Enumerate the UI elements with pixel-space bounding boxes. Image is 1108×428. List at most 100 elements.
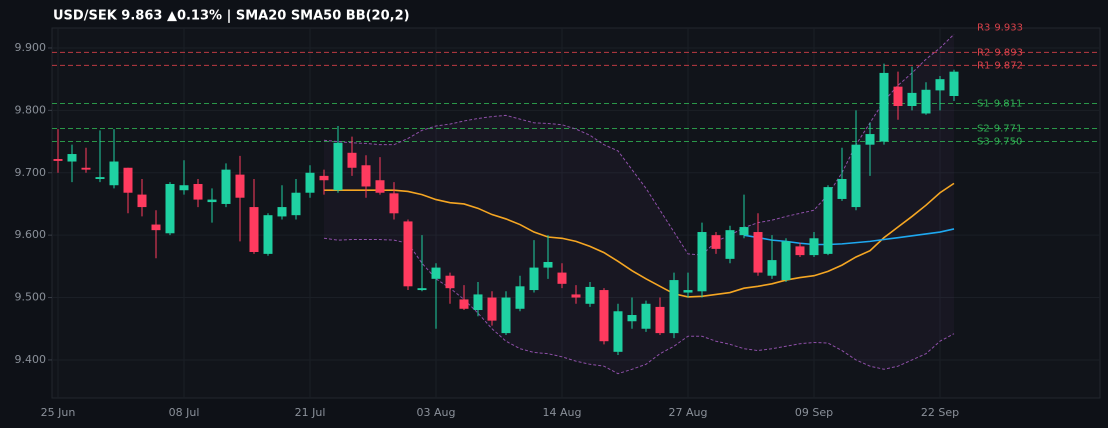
band-fill <box>324 34 954 374</box>
candle-body <box>403 221 413 287</box>
candle-body <box>277 207 287 217</box>
y-tick-label: 9.900 <box>15 41 47 54</box>
candle-body <box>389 193 399 214</box>
candle-body <box>235 174 245 198</box>
candle-body <box>459 299 469 309</box>
overlay-line <box>324 182 955 298</box>
level-value: 9.872 <box>994 60 1023 71</box>
x-tick-label: 25 Jun <box>41 406 76 419</box>
candle-body <box>599 290 609 342</box>
candle-body <box>711 235 721 249</box>
level-value: 9.933 <box>994 22 1023 33</box>
x-tick-label: 08 Jul <box>169 406 200 419</box>
candle-body <box>921 89 931 114</box>
candle-body <box>627 315 637 322</box>
candle-body <box>739 227 749 236</box>
candle-body <box>95 177 105 179</box>
candle-body <box>291 192 301 216</box>
candle-body <box>935 79 945 91</box>
candle-body <box>725 230 735 259</box>
candle-body <box>305 172 315 193</box>
candle-body <box>53 159 63 161</box>
candle-body <box>319 175 329 181</box>
level-value: 9.750 <box>994 137 1023 148</box>
candle-body <box>893 86 903 106</box>
candle-body <box>781 241 791 281</box>
level-label: S3 9.750 <box>977 137 1022 148</box>
candle-body <box>655 306 665 334</box>
x-tick-label: 27 Aug <box>669 406 708 419</box>
candle-body <box>123 167 133 193</box>
chart-title: USD/SEK 9.863 ▲0.13% | SMA20 SMA50 BB(20… <box>53 9 410 24</box>
candle-body <box>697 232 707 292</box>
candle-body <box>249 207 259 252</box>
candle-body <box>767 260 777 276</box>
candle-body <box>193 183 203 200</box>
overlay-line <box>323 33 955 256</box>
candle-body <box>417 288 427 291</box>
candle-body <box>907 92 917 106</box>
level-label: S1 9.811 <box>977 98 1022 109</box>
y-tick-label: 9.400 <box>15 353 47 366</box>
level-label: S2 9.771 <box>977 123 1022 134</box>
candle-body <box>67 154 77 162</box>
x-tick-label: 03 Aug <box>417 406 456 419</box>
candle-body <box>795 246 805 256</box>
candle-body <box>151 224 161 231</box>
candle-body <box>333 142 343 191</box>
overlay-line <box>743 228 955 246</box>
level-name: R2 <box>977 47 990 58</box>
candle-body <box>557 272 567 284</box>
y-tick-label: 9.500 <box>15 291 47 304</box>
plot-area <box>51 27 1101 399</box>
candle-body <box>375 180 385 193</box>
candle-body <box>837 178 847 199</box>
level-label: R3 9.933 <box>977 22 1023 33</box>
y-tick-label: 9.700 <box>15 166 47 179</box>
candle-body <box>641 303 651 329</box>
candle-body <box>809 238 819 256</box>
candle-body <box>851 144 861 208</box>
candle-body <box>865 134 875 145</box>
candle-body <box>571 294 581 298</box>
candle-body <box>221 169 231 204</box>
candle-body <box>879 72 889 142</box>
y-tick-label: 9.600 <box>15 228 47 241</box>
level-name: S3 <box>977 137 990 148</box>
candle-body <box>81 167 91 170</box>
candle-body <box>137 194 147 208</box>
x-tick-label: 14 Aug <box>543 406 582 419</box>
level-label: R1 9.872 <box>977 60 1023 71</box>
level-name: R3 <box>977 22 990 33</box>
candle-body <box>613 311 623 352</box>
level-name: R1 <box>977 60 990 71</box>
candle-body <box>263 215 273 254</box>
level-label: R2 9.893 <box>977 47 1023 58</box>
x-tick-label: 09 Sep <box>795 406 833 419</box>
candle-body <box>823 187 833 254</box>
candle-body <box>501 297 511 334</box>
candle-body <box>585 286 595 304</box>
candle-body <box>543 261 553 268</box>
candle-body <box>347 152 357 168</box>
candle-body <box>431 267 441 279</box>
candle-body <box>179 185 189 191</box>
candle-body <box>753 232 763 273</box>
x-tick-label: 22 Sep <box>921 406 959 419</box>
candle-body <box>361 165 371 187</box>
candle-body <box>207 199 217 203</box>
level-value: 9.893 <box>994 47 1023 58</box>
candle-body <box>949 71 959 97</box>
x-tick-label: 21 Jul <box>295 406 326 419</box>
y-tick-label: 9.800 <box>15 103 47 116</box>
candle-body <box>683 290 693 293</box>
candle-body <box>473 294 483 311</box>
level-name: S1 <box>977 98 990 109</box>
level-value: 9.771 <box>994 123 1023 134</box>
level-name: S2 <box>977 123 990 134</box>
level-value: 9.811 <box>994 98 1023 109</box>
candle-body <box>669 280 679 334</box>
candle-body <box>165 183 175 234</box>
candle-body <box>445 275 455 289</box>
